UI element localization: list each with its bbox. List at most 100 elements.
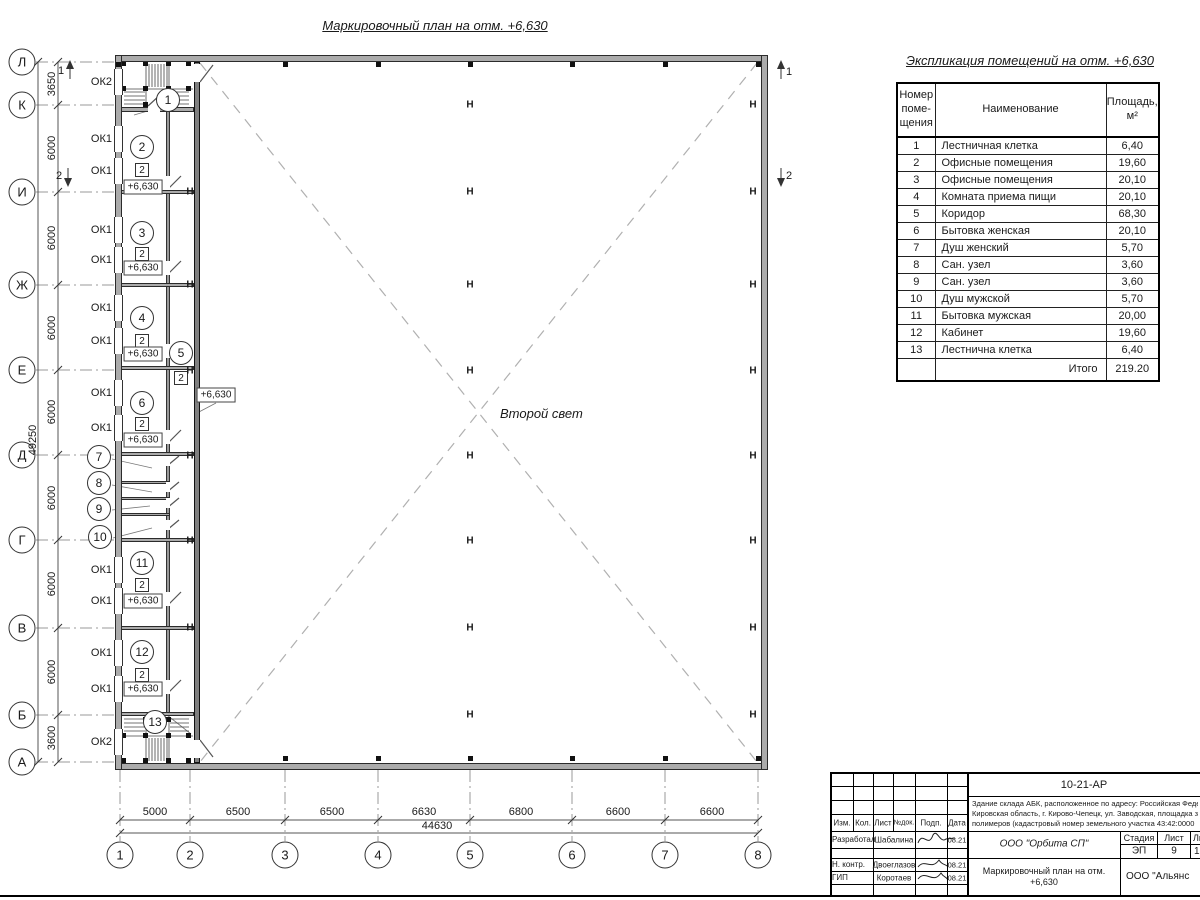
grid-axis-number: 1 bbox=[106, 841, 134, 869]
window-label: ОК1 bbox=[90, 133, 112, 145]
wall-left-exterior bbox=[115, 55, 122, 770]
column-tick bbox=[663, 62, 668, 67]
schedule-header-number: Номер поме- щения bbox=[896, 82, 936, 138]
schedule-total-row: Итого 219.20 bbox=[896, 357, 1160, 382]
section-mark-label: 2 bbox=[785, 170, 793, 182]
window-label: ОК1 bbox=[90, 387, 112, 399]
wall-top bbox=[115, 55, 768, 62]
column-marker: Н bbox=[749, 365, 757, 377]
column-tick bbox=[376, 62, 381, 67]
schedule-cell-name: Сан. узел bbox=[934, 255, 1107, 274]
schedule-cell-name: Душ женский bbox=[934, 238, 1107, 257]
schedule-cell-number: 9 bbox=[896, 272, 936, 291]
column-marker: Н bbox=[466, 365, 474, 377]
section-mark-label: 1 bbox=[785, 66, 793, 78]
door-type-mark: 2 bbox=[174, 371, 188, 385]
window-opening bbox=[114, 328, 123, 354]
door-gap bbox=[194, 740, 200, 758]
door-gap bbox=[166, 498, 170, 508]
column-marker: Н bbox=[186, 535, 194, 547]
column-marker: Н bbox=[749, 450, 757, 462]
section-mark-label: 2 bbox=[55, 170, 63, 182]
column-tick bbox=[756, 756, 761, 761]
room-number-bubble: 6 bbox=[130, 391, 154, 415]
schedule-total-empty bbox=[896, 357, 936, 382]
window-label: ОК1 bbox=[90, 564, 112, 576]
second-light-label: Второй свет bbox=[500, 406, 583, 421]
schedule-cell-area: 19,60 bbox=[1105, 153, 1160, 172]
room-number-bubble: 11 bbox=[130, 551, 154, 575]
elevation-mark: +6,630 bbox=[123, 593, 163, 609]
dimension-label: 6000 bbox=[46, 485, 58, 511]
column-tick bbox=[283, 62, 288, 67]
window-label: ОК1 bbox=[90, 165, 112, 177]
door-gap bbox=[166, 680, 170, 694]
column-marker: Н bbox=[186, 186, 194, 198]
dimension-label: 6000 bbox=[46, 571, 58, 597]
schedule-cell-area: 19,60 bbox=[1105, 323, 1160, 342]
column-tick bbox=[116, 62, 121, 67]
door-gap bbox=[148, 107, 160, 112]
dimension-total-vertical: 49250 bbox=[27, 424, 39, 456]
dimension-label: 3650 bbox=[46, 71, 58, 97]
partition bbox=[121, 366, 194, 370]
schedule-cell-name: Коридор bbox=[934, 204, 1107, 223]
column-tick bbox=[663, 756, 668, 761]
schedule-cell-name: Офисные помещения bbox=[934, 153, 1107, 172]
wall-right bbox=[761, 55, 768, 770]
column-marker: Н bbox=[749, 535, 757, 547]
window-opening bbox=[114, 380, 123, 406]
window-label: ОК1 bbox=[90, 224, 112, 236]
dimension-label: 6000 bbox=[46, 399, 58, 425]
grid-axis-letter: В bbox=[8, 614, 36, 642]
schedule-row: 2 Офисные помещения 19,60 bbox=[896, 153, 1160, 172]
dimension-label: 6000 bbox=[46, 135, 58, 161]
schedule-cell-number: 2 bbox=[896, 153, 936, 172]
schedule-row: 3 Офисные помещения 20,10 bbox=[896, 170, 1160, 189]
door-gap bbox=[166, 430, 170, 444]
grid-axis-number: 4 bbox=[364, 841, 392, 869]
window-label: ОК1 bbox=[90, 335, 112, 347]
grid-axis-number: 3 bbox=[271, 841, 299, 869]
schedule-cell-area: 20,10 bbox=[1105, 221, 1160, 240]
window-opening bbox=[114, 247, 123, 273]
dimension-label: 6600 bbox=[605, 806, 631, 818]
door-type-mark: 2 bbox=[135, 247, 149, 261]
schedule-cell-name: Лестничная клетка bbox=[934, 136, 1107, 155]
schedule-header-area: Площадь, м² bbox=[1105, 82, 1160, 138]
window-label: ОК1 bbox=[90, 683, 112, 695]
elevation-mark: +6,630 bbox=[123, 432, 163, 448]
door-gap bbox=[194, 64, 200, 82]
schedule-row: 7 Душ женский 5,70 bbox=[896, 238, 1160, 257]
window-opening bbox=[114, 557, 123, 583]
room-number-bubble: 10 bbox=[88, 525, 112, 549]
column-tick bbox=[468, 756, 473, 761]
window-opening bbox=[114, 217, 123, 243]
grid-axis-letter: А bbox=[8, 748, 36, 776]
grid-axis-number: 5 bbox=[456, 841, 484, 869]
column-tick bbox=[756, 62, 761, 67]
schedule-row: 6 Бытовка женская 20,10 bbox=[896, 221, 1160, 240]
column-tick bbox=[376, 756, 381, 761]
column-marker: Н bbox=[466, 279, 474, 291]
column-marker: Н bbox=[186, 279, 194, 291]
dimension-label: 5000 bbox=[142, 806, 168, 818]
room-schedule-table: Номер поме- щения Наименование Площадь, … bbox=[896, 82, 1160, 382]
schedule-cell-area: 5,70 bbox=[1105, 289, 1160, 308]
grid-axis-letter: К bbox=[8, 91, 36, 119]
window-opening bbox=[114, 729, 123, 755]
column-marker: Н bbox=[466, 99, 474, 111]
column-marker: Н bbox=[466, 535, 474, 547]
grid-axis-letter: Л bbox=[8, 48, 36, 76]
window-opening bbox=[114, 158, 123, 184]
door-gap bbox=[166, 344, 170, 358]
dimension-total-horizontal: 44630 bbox=[421, 820, 453, 832]
grid-axis-letter: И bbox=[8, 178, 36, 206]
window-opening bbox=[114, 676, 123, 702]
schedule-total-label: Итого bbox=[934, 357, 1107, 382]
schedule-cell-area: 6,40 bbox=[1105, 340, 1160, 359]
window-opening bbox=[114, 588, 123, 614]
schedule-cell-area: 68,30 bbox=[1105, 204, 1160, 223]
room-number-bubble: 2 bbox=[130, 135, 154, 159]
wall-bottom bbox=[115, 763, 768, 770]
